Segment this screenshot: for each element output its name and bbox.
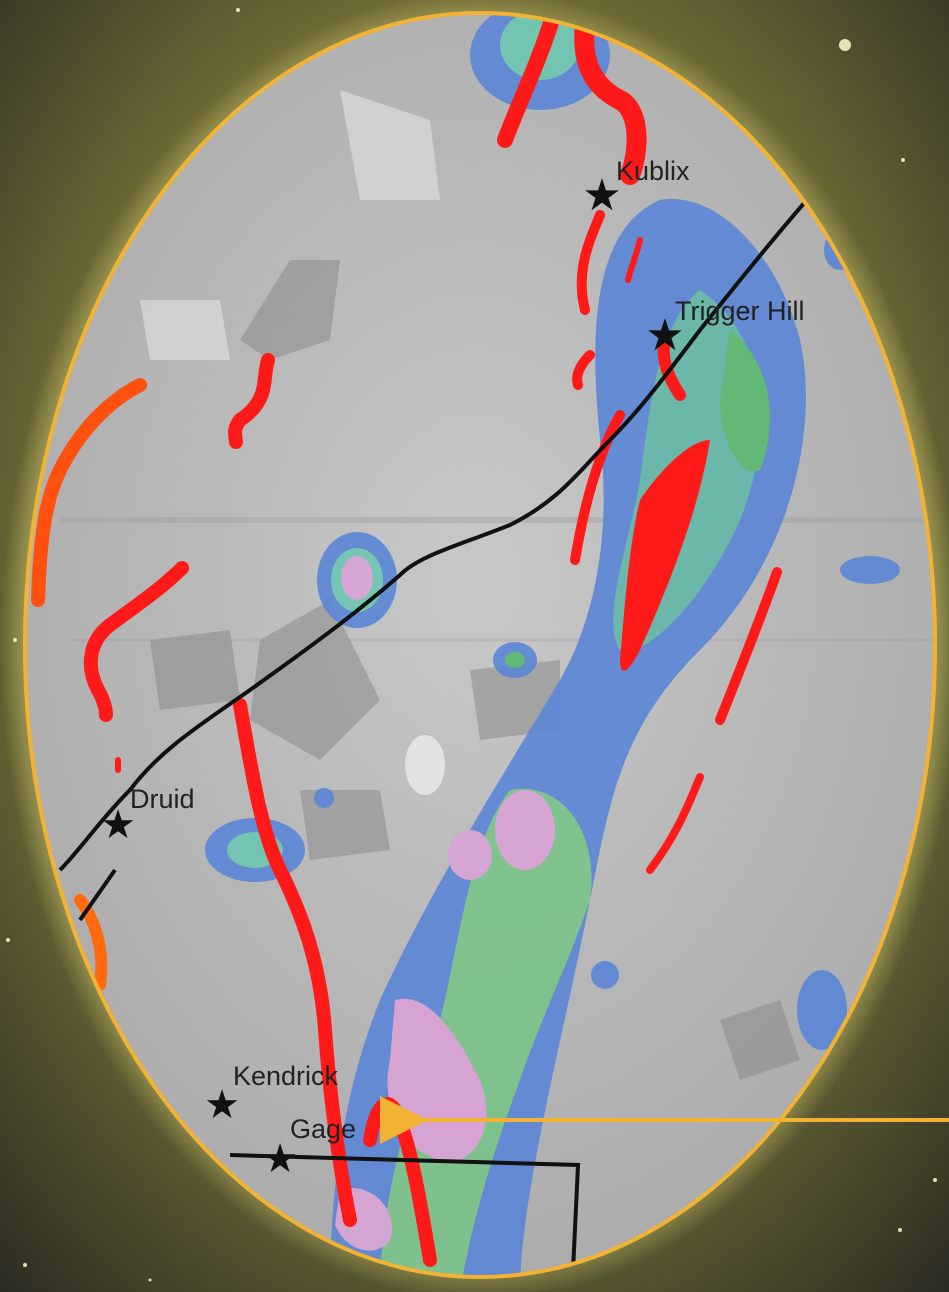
red-lens	[620, 440, 710, 671]
place-markers: ★ ★ ★ ★ ★	[100, 171, 685, 1181]
place-label-trigger-hill[interactable]: Trigger Hill	[675, 296, 805, 326]
fault-lines	[31, 13, 782, 1267]
star-icon: ★	[645, 311, 684, 360]
place-label-kendrick[interactable]: Kendrick	[233, 1061, 339, 1091]
star-icon: ★	[204, 1083, 240, 1127]
place-label-druid[interactable]: Druid	[130, 784, 195, 814]
place-label-kublix[interactable]: Kublix	[616, 156, 690, 186]
star-icon: ★	[262, 1137, 298, 1181]
star-icon: ★	[100, 803, 136, 847]
star-icon: ★	[582, 171, 621, 220]
place-label-gage[interactable]: Gage	[290, 1114, 356, 1144]
map-frame	[23, 11, 937, 1279]
boundary-lines	[58, 183, 822, 1277]
